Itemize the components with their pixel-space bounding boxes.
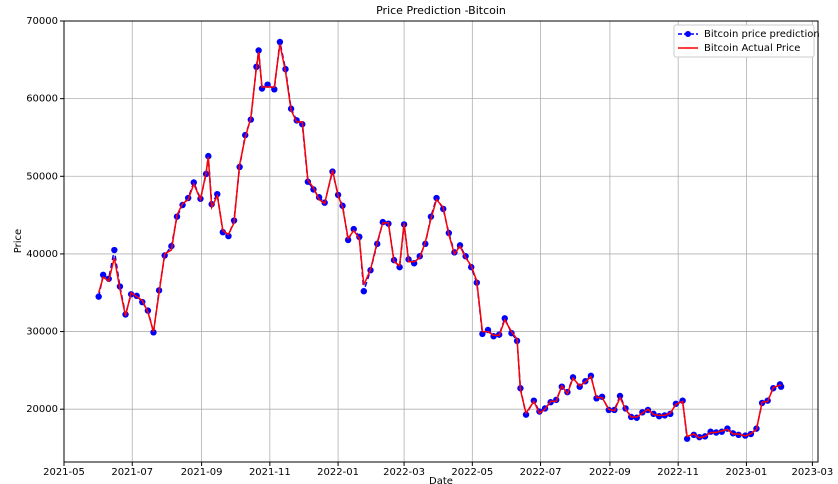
y-tick-label: 70000 (26, 16, 58, 27)
x-tick-label: 2022-05 (451, 467, 493, 478)
data-point (433, 194, 440, 202)
data-point (95, 293, 102, 300)
data-point (255, 47, 262, 54)
x-tick-label: 2021-05 (43, 467, 85, 478)
data-point (777, 383, 785, 390)
plot-frame (63, 20, 819, 463)
x-tick-label: 2022-11 (657, 467, 699, 478)
data-point (350, 225, 357, 233)
x-tick-label: 2021-11 (249, 467, 291, 478)
x-tick-label: 2023-03 (792, 467, 834, 478)
legend-label: Bitcoin price prediction (704, 29, 820, 40)
data-point (655, 412, 663, 420)
legend: Bitcoin price prediction Bitcoin Actual P… (673, 24, 820, 58)
x-tick-label: 2023-01 (726, 467, 768, 478)
data-point (360, 287, 368, 295)
data-point (598, 393, 606, 400)
legend-label: Bitcoin Actual Price (704, 43, 800, 54)
series-line (97, 41, 782, 440)
data-point (344, 236, 352, 244)
x-tick-label: 2022-01 (317, 467, 359, 478)
data-point (99, 271, 107, 279)
y-tick-label: 50000 (26, 171, 58, 182)
x-axis-label: Date (429, 476, 453, 484)
series-line (97, 44, 782, 439)
data-point (735, 431, 742, 439)
data-point (683, 435, 691, 442)
y-tick-label: 60000 (26, 94, 58, 105)
data-point (150, 329, 157, 336)
data-point (276, 38, 284, 46)
data-point (205, 152, 212, 160)
data-point (396, 263, 403, 271)
y-axis-label: Price (13, 229, 24, 253)
y-tick-label: 40000 (26, 249, 58, 260)
y-tick-label: 30000 (26, 327, 58, 338)
y-tick-label: 20000 (26, 404, 58, 415)
x-tick-label: 2021-09 (181, 467, 223, 478)
x-tick-label: 2022-07 (520, 467, 562, 478)
data-point (219, 228, 227, 236)
x-tick-label: 2022-03 (383, 467, 425, 478)
data-point (225, 232, 232, 240)
data-point (522, 411, 530, 418)
legend-box (673, 24, 815, 58)
x-tick-label: 2021-07 (111, 467, 153, 478)
legend-marker (685, 31, 691, 37)
data-point (111, 246, 118, 254)
x-tick-label: 2022-09 (589, 467, 631, 478)
data-point (379, 218, 387, 226)
chart-title: Price Prediction -Bitcoin (376, 4, 506, 17)
